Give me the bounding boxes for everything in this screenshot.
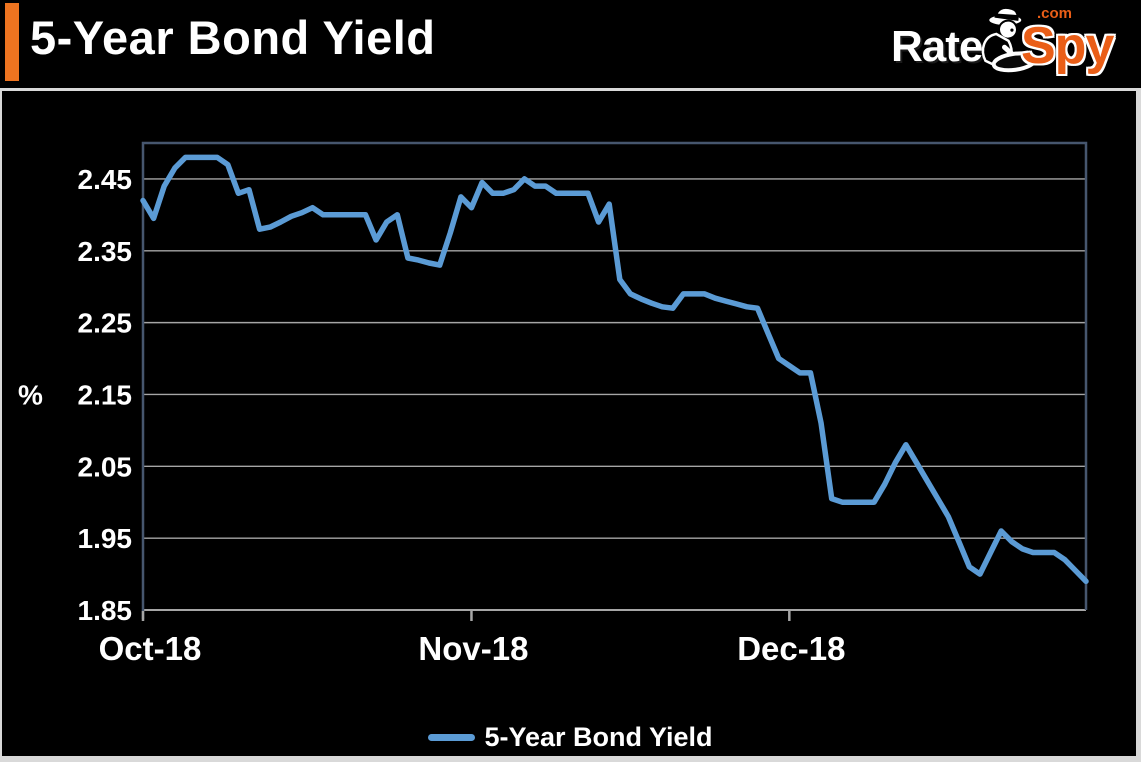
y-axis-label: 2.35 <box>78 236 133 267</box>
y-axis-title: % <box>18 379 43 410</box>
x-axis-label: Nov-18 <box>418 630 528 667</box>
y-axis-label: 1.85 <box>78 595 133 626</box>
x-axis-label: Oct-18 <box>99 630 202 667</box>
legend: 5-Year Bond Yield <box>0 719 1141 755</box>
ratespy-logo: Rate .com Spy <box>891 4 1114 84</box>
legend-line-swatch <box>428 733 476 741</box>
header: 5-Year Bond Yield Rate .com Spy <box>0 0 1141 88</box>
y-axis-label: 2.15 <box>78 379 133 410</box>
y-axis-label: 2.25 <box>78 308 133 339</box>
spy-icon <box>981 6 1038 73</box>
plot-border <box>141 141 1088 619</box>
logo-rate-text: Rate <box>891 22 983 71</box>
chart-panel <box>0 88 1141 762</box>
logo-spy-text: Spy <box>1021 17 1114 75</box>
y-axis-label: 2.45 <box>78 164 133 195</box>
x-axis-label: Dec-18 <box>737 630 845 667</box>
y-axis-label: 2.05 <box>78 451 133 482</box>
legend-label: 5-Year Bond Yield <box>484 721 713 752</box>
accent-bar <box>5 3 19 81</box>
y-axis-label: 1.95 <box>78 523 133 554</box>
logo-com-text: .com <box>1037 5 1073 22</box>
bond-yield-line <box>140 154 1089 585</box>
page-title: 5-Year Bond Yield <box>30 11 436 64</box>
